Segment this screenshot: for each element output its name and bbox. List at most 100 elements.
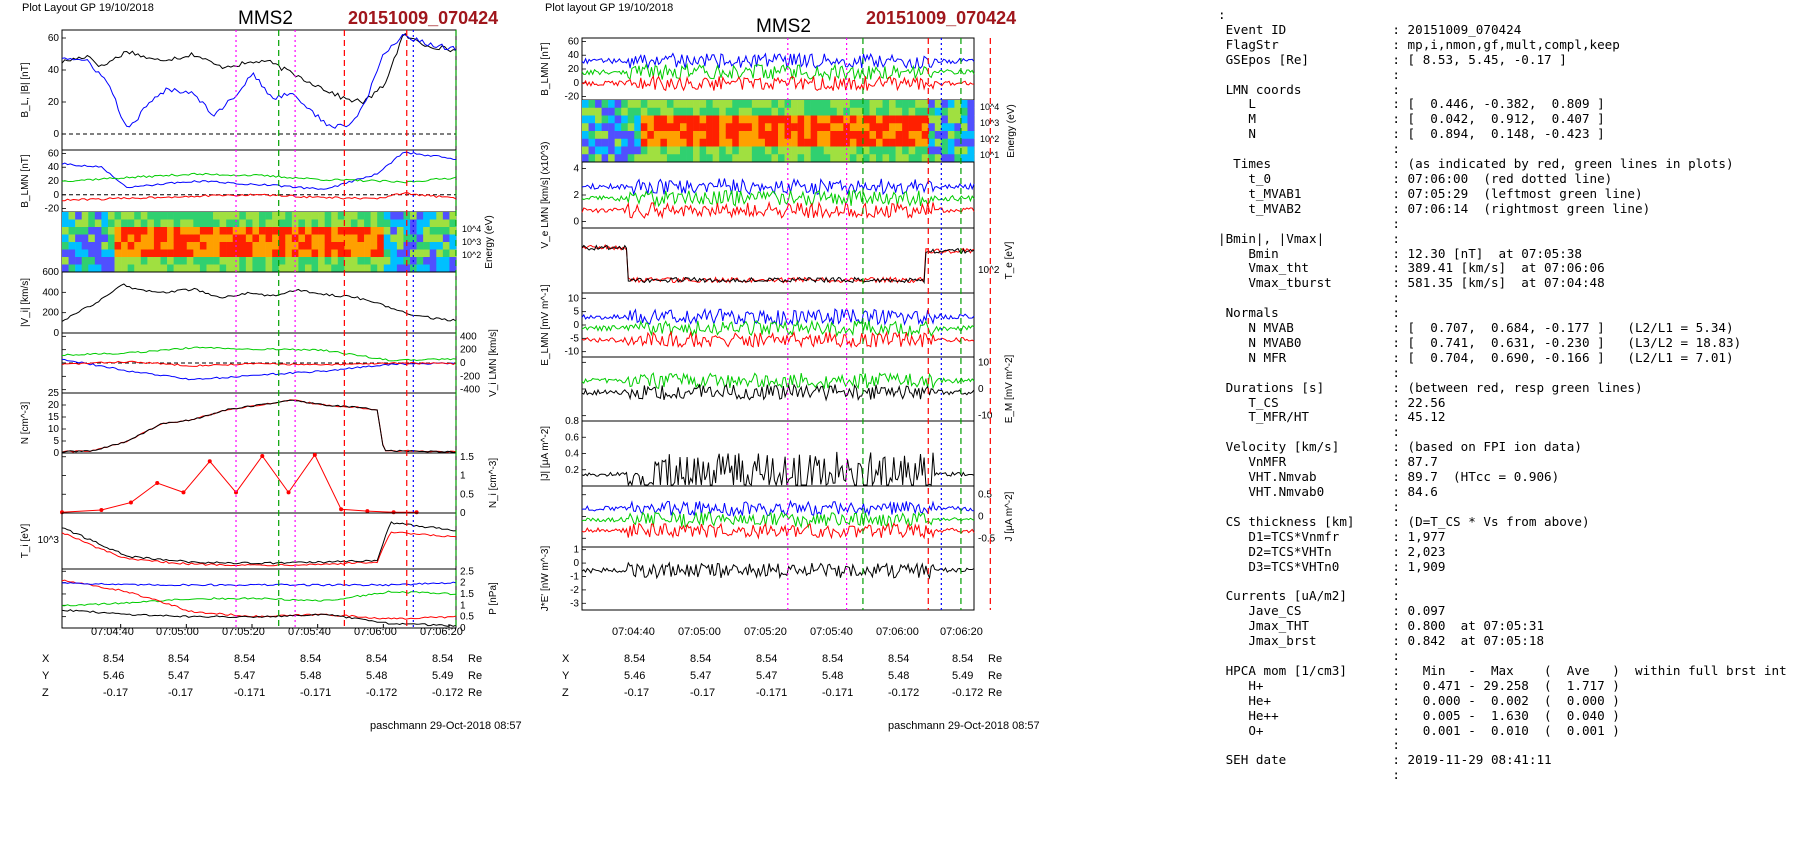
panel-4: -10 -5 0 5 10 E_LMN [mV m^-1] (540, 284, 975, 366)
spectrogram-cell (337, 264, 345, 273)
spectrogram-cell (647, 146, 655, 155)
spectrogram-cell (167, 219, 174, 228)
spectrogram-cell (278, 249, 286, 258)
spectrogram-cell (804, 107, 811, 116)
series-b-n (61, 192, 457, 202)
spectrogram-cell (699, 107, 707, 116)
y-tick-label: 1 (573, 545, 579, 556)
spectrogram-cell (791, 131, 798, 140)
spectrogram-cell (370, 249, 378, 258)
spectrogram-cell (396, 227, 404, 235)
spectrogram-cell (357, 257, 365, 265)
summary-line: t_MVAB2 : 07:06:14 (rightmost green line… (1218, 200, 1651, 216)
spectrogram-cell (364, 212, 371, 220)
y-tick-label: 10^1 (980, 150, 999, 160)
spectrogram-cell (627, 154, 635, 163)
spectrogram-cell (423, 257, 431, 265)
spectrogram-cell (895, 115, 903, 124)
spectrogram-cell (147, 249, 155, 258)
ephemeris-value: 5.49 (952, 670, 974, 682)
summary-line: : (1218, 290, 1400, 306)
spectrogram-cell (265, 212, 273, 220)
y-tick-label: 4 (573, 164, 579, 175)
y-tick-label: -5 (570, 333, 579, 344)
spectrogram-cell (153, 219, 161, 228)
spectrogram-cell (81, 264, 89, 273)
spectrogram-cell (960, 138, 968, 147)
spectrogram-cell (173, 219, 181, 228)
spectrogram-cell (88, 219, 96, 228)
spectrogram-cell (778, 115, 785, 124)
spectrogram-cell (318, 257, 325, 265)
summary-line: Normals : (1218, 305, 1400, 321)
spectrogram-cell (403, 234, 411, 243)
spectrogram-cell (206, 249, 214, 258)
spectrogram-cell (81, 234, 89, 243)
spectrogram-cell (239, 264, 247, 273)
spectrogram-cell (390, 242, 398, 250)
spectrogram-cell (758, 107, 766, 116)
trace-2-2 (581, 200, 975, 220)
ephemeris-unit: Re (988, 687, 1003, 699)
spectrogram-cell (350, 219, 358, 228)
spectrogram-cell (311, 219, 319, 228)
spectrogram-cell (902, 115, 909, 124)
spectrogram-cell (370, 234, 378, 243)
spectrogram-cell (706, 107, 713, 116)
spectrogram-cell (595, 123, 602, 132)
spectrogram-cell (804, 123, 811, 132)
summary-line: O+ : 0.001 - 0.010 ( 0.001 ) (1218, 722, 1620, 738)
spectrogram-cell (357, 227, 365, 235)
spectrogram-cell (934, 146, 942, 155)
summary-line: CS thickness [km] : (D=T_CS * Vs from ab… (1218, 513, 1590, 529)
spectrogram-cell (706, 123, 713, 132)
spectrogram-cell (245, 257, 253, 265)
spectrogram-cell (960, 100, 968, 109)
spectrogram-cell (226, 257, 234, 265)
spectrogram-cell (751, 146, 759, 155)
spectrogram-cell (94, 212, 102, 220)
spectrogram-cell (889, 154, 896, 163)
series-b-l (61, 151, 457, 190)
panel-0: 0 20 40 60 B_L, |B| [nT] (20, 29, 457, 151)
spectrogram-cell (771, 115, 779, 124)
spectrogram-cell (653, 154, 661, 163)
spectrogram-cell (954, 123, 962, 132)
spectrogram-cell (377, 234, 385, 243)
spectrogram-cell (193, 227, 201, 235)
trace-5-1 (581, 383, 975, 402)
series-p-th (61, 579, 457, 620)
spectrogram-cell (830, 138, 838, 147)
summary-line: : (1218, 424, 1400, 440)
spectrogram-cell (62, 227, 69, 235)
time-tick-label: 07:04:40 (91, 626, 134, 638)
spectrogram-cell (849, 115, 857, 124)
spectrogram-cell (915, 131, 923, 140)
trace-4-2 (581, 330, 975, 349)
spectrogram-cell (423, 249, 431, 258)
spectrogram-cell (582, 107, 589, 116)
spectrogram-cell (383, 249, 391, 258)
spectrogram-cell (206, 234, 214, 243)
spectrogram-cell (416, 264, 424, 273)
spectrogram-cell (107, 234, 115, 243)
spectrogram-cell (921, 107, 929, 116)
y-tick-label: -10 (565, 347, 580, 358)
spectrogram-cell (331, 234, 339, 243)
panel-frame (61, 29, 457, 151)
spectrogram-cell (745, 138, 753, 147)
spectrogram-cell (219, 227, 227, 235)
spectrogram-cell (298, 257, 306, 265)
spectrogram-cell (213, 242, 220, 250)
summary-line: : (1218, 66, 1400, 82)
spectrogram-cell (934, 131, 942, 140)
summary-line: T_MFR/HT : 45.12 (1218, 409, 1446, 425)
spectrogram-cell (653, 115, 661, 124)
spectrogram-cell (869, 131, 877, 140)
spectrogram-cell (647, 123, 655, 132)
summary-line: VnMFR : 87.7 (1218, 454, 1438, 470)
spectrogram-cell (396, 212, 404, 220)
spectrogram-cell (436, 219, 444, 228)
summary-line: Velocity [km/s] : (based on FPI ion data… (1218, 439, 1582, 455)
summary-line: Times : (as indicated by red, green line… (1218, 156, 1734, 172)
